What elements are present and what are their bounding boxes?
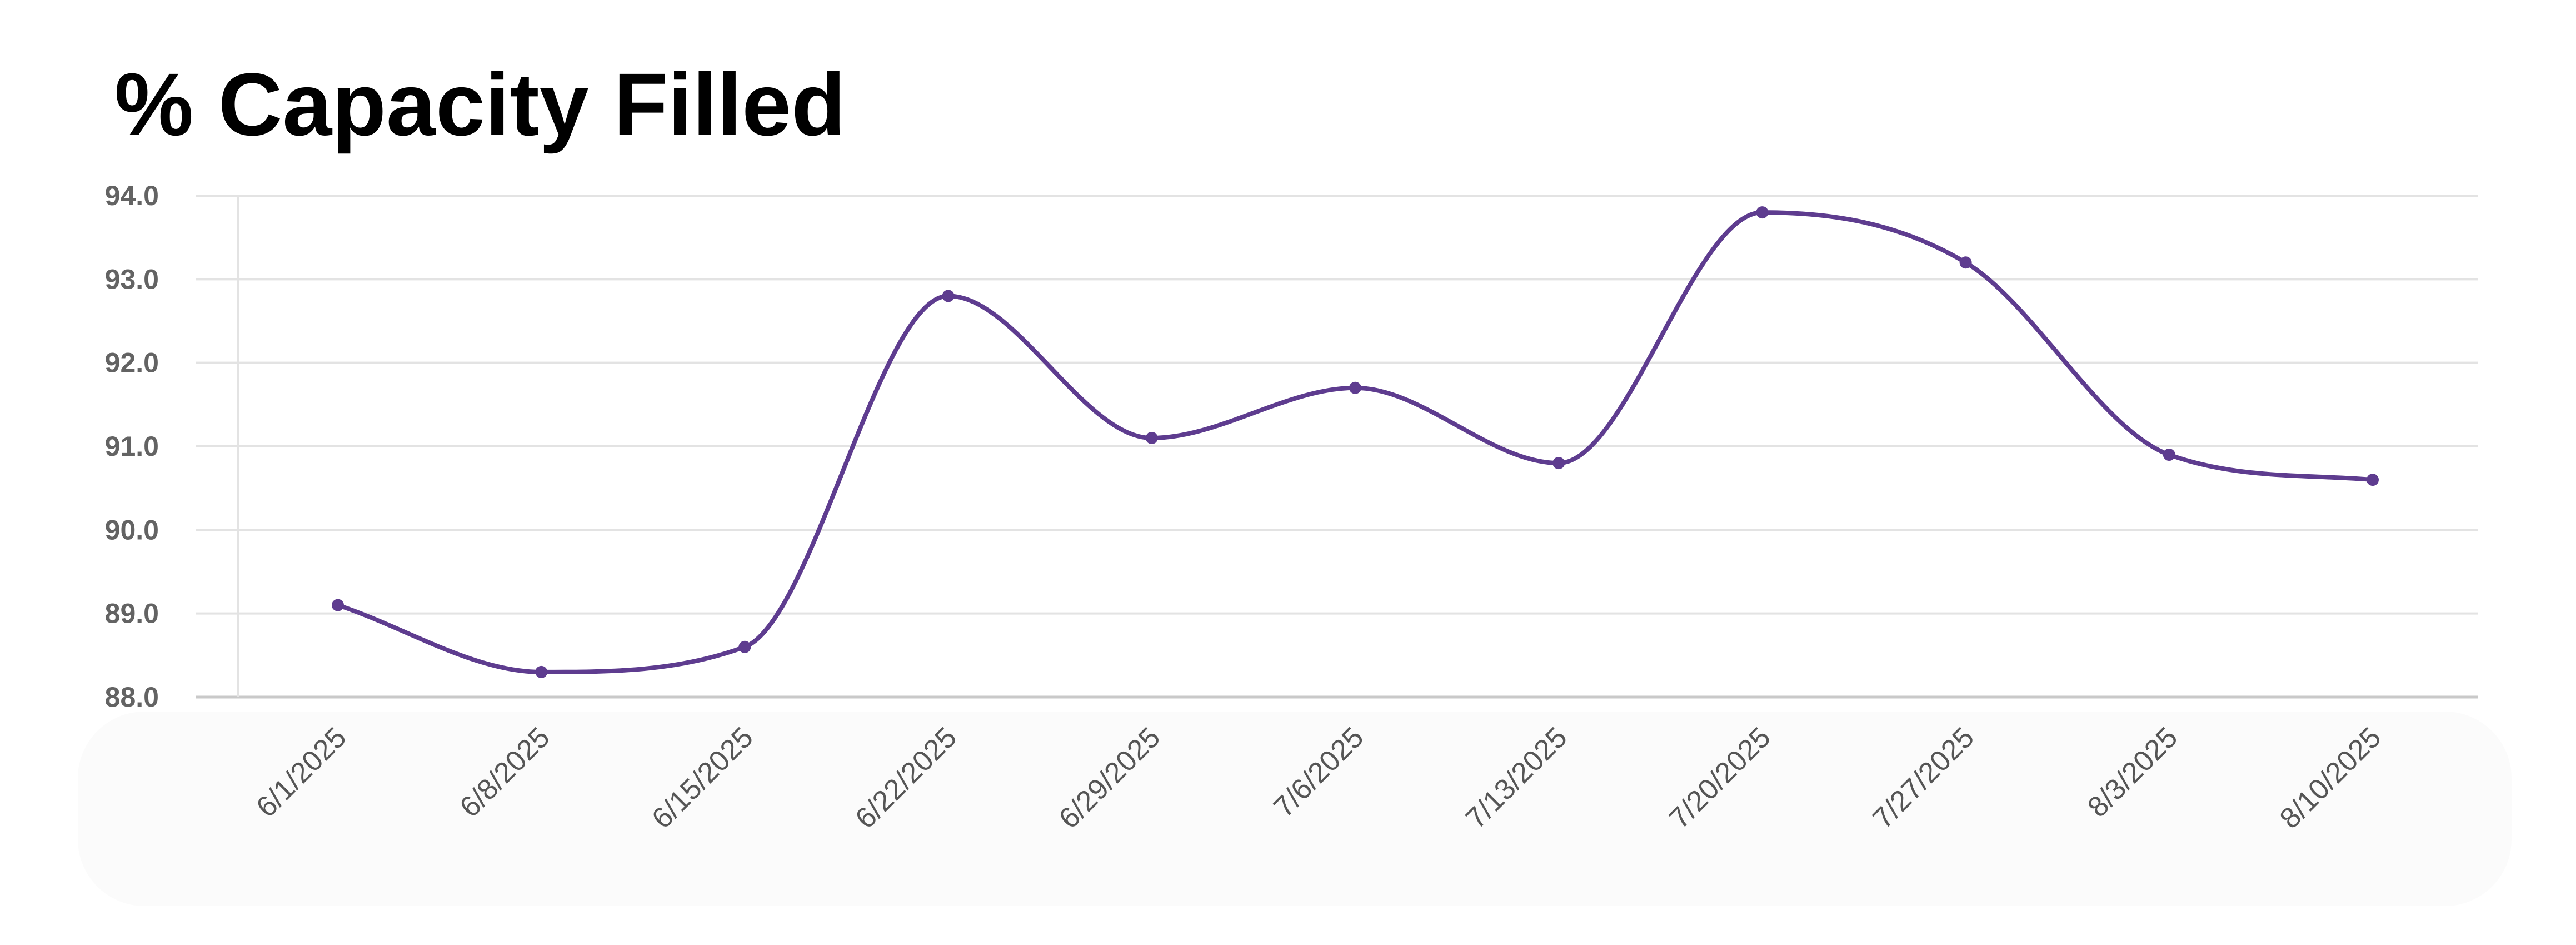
chart-title: % Capacity Filled [114,54,846,154]
y-tick-label: 93.0 [105,263,159,295]
data-point [332,599,344,611]
x-tick-label: 6/1/2025 [250,721,352,823]
y-tick-label: 90.0 [105,514,159,545]
data-point [942,290,955,302]
x-tick-label: 8/3/2025 [2081,721,2184,823]
series-group [332,206,2379,678]
x-tick-label: 6/22/2025 [849,721,963,835]
data-point [2367,474,2379,486]
x-axis-label-panel [78,712,2512,906]
data-point [1349,381,1361,394]
series-line [336,210,2375,674]
y-tick-label: 92.0 [105,347,159,379]
data-point [1145,431,1158,444]
data-point [738,640,751,653]
y-tick-label: 94.0 [105,180,159,211]
gridlines [196,195,2478,699]
data-point [535,665,548,678]
x-tick-label: 8/10/2025 [2274,721,2388,835]
x-tick-label: 7/27/2025 [1866,721,1980,835]
x-tick-label: 6/15/2025 [646,721,760,835]
y-tick-label: 89.0 [105,598,159,629]
data-point [2163,449,2175,461]
data-point [1756,206,1769,219]
y-axis-ticks: 88.0 89.0 90.0 91.0 92.0 93.0 94.0 [105,180,159,713]
x-tick-label: 7/20/2025 [1663,721,1777,835]
data-point [1552,457,1565,470]
y-tick-label: 91.0 [105,431,159,462]
x-axis-ticks: 6/1/2025 6/8/2025 6/15/2025 6/22/2025 6/29/2… [250,721,2387,835]
x-tick-label: 6/8/2025 [454,721,556,823]
y-tick-label: 88.0 [105,682,159,713]
x-tick-label: 7/6/2025 [1267,721,1370,823]
x-tick-label: 6/29/2025 [1053,721,1167,835]
x-tick-label: 7/13/2025 [1460,721,1574,835]
data-point [1959,256,1972,269]
